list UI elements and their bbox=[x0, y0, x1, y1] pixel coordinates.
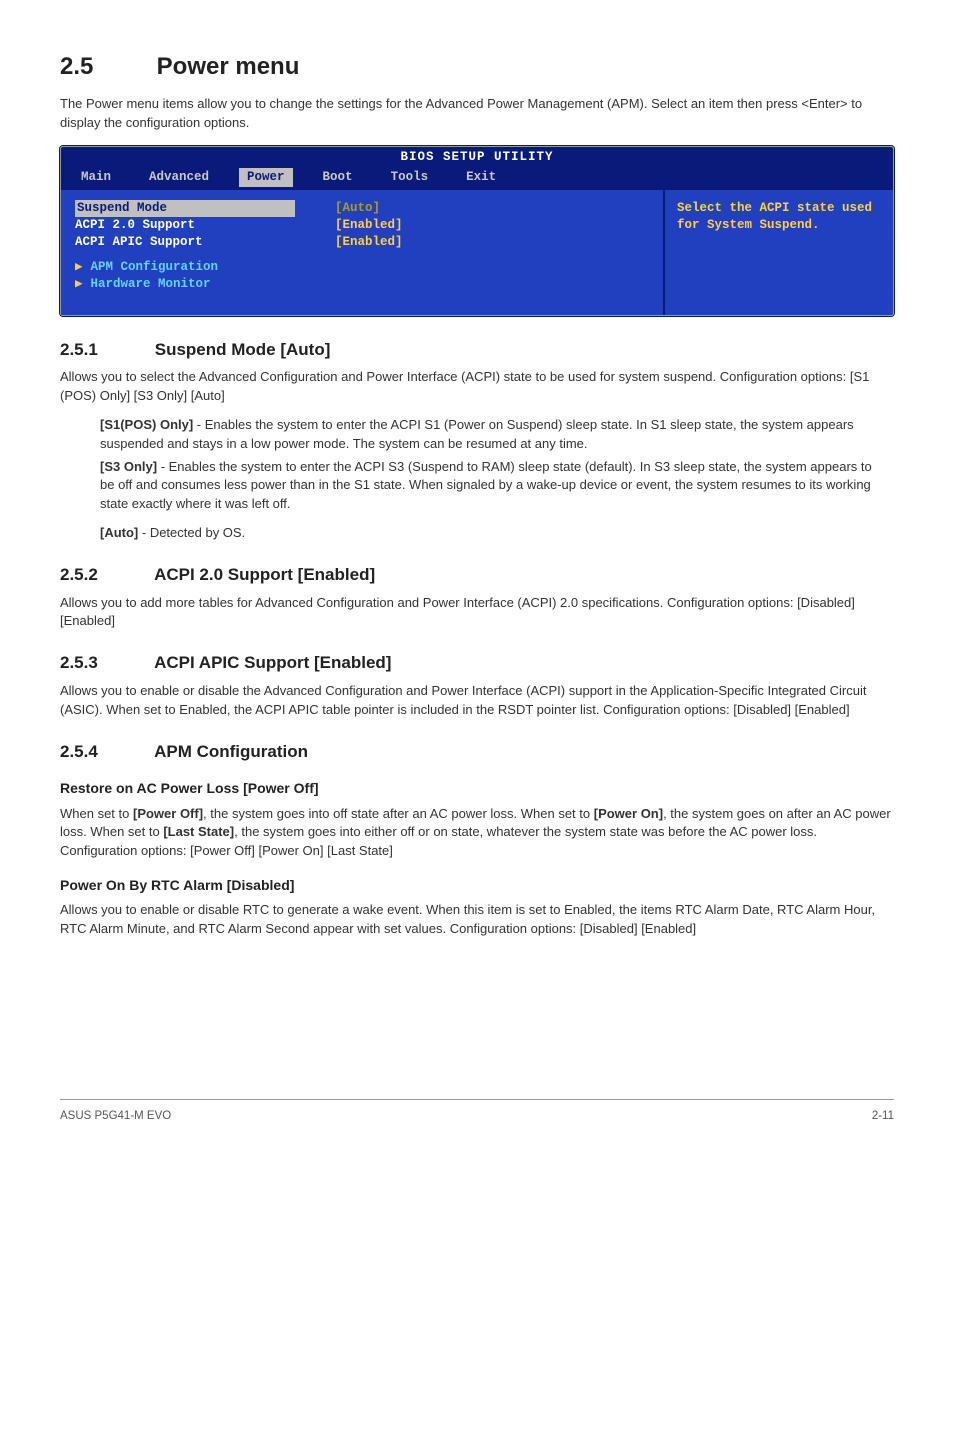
bios-tab-advanced: Advanced bbox=[141, 168, 217, 187]
bios-help-text: Select the ACPI state used for System Su… bbox=[677, 201, 872, 232]
subsection-title: ACPI 2.0 Support [Enabled] bbox=[154, 565, 375, 584]
bios-submenu: ▶ APM Configuration bbox=[75, 259, 649, 276]
bios-body: Suspend Mode [Auto] ACPI 2.0 Support [En… bbox=[61, 190, 893, 314]
bios-tab-main: Main bbox=[73, 168, 119, 187]
sub-subsection-text: When set to [Power Off], the system goes… bbox=[60, 805, 894, 862]
bios-item-value: [Auto] bbox=[335, 200, 380, 217]
subsection-heading: 2.5.1 Suspend Mode [Auto] bbox=[60, 338, 894, 363]
footer-right: 2-11 bbox=[872, 1108, 894, 1125]
bios-row: ACPI APIC Support [Enabled] bbox=[75, 234, 649, 251]
bios-title: BIOS SETUP UTILITY bbox=[61, 147, 893, 168]
option-desc: - Enables the system to enter the ACPI S… bbox=[100, 459, 872, 512]
bios-row: ACPI 2.0 Support [Enabled] bbox=[75, 217, 649, 234]
option-bold: [Power On] bbox=[594, 806, 663, 821]
subsection-number: 2.5.2 bbox=[60, 563, 150, 588]
section-title: Power menu bbox=[157, 53, 300, 80]
subsection-number: 2.5.4 bbox=[60, 740, 150, 765]
option-text: [S3 Only] - Enables the system to enter … bbox=[100, 458, 874, 515]
arrow-icon: ▶ bbox=[75, 260, 83, 274]
option-desc: - Detected by OS. bbox=[138, 525, 245, 540]
section-number: 2.5 bbox=[60, 50, 150, 85]
bios-row: Suspend Mode [Auto] bbox=[75, 200, 649, 217]
option-text: [Auto] - Detected by OS. bbox=[100, 524, 874, 543]
bios-item-label: ACPI APIC Support bbox=[75, 234, 295, 251]
subsection-text: Allows you to add more tables for Advanc… bbox=[60, 594, 894, 632]
option-bold: [Last State] bbox=[163, 824, 234, 839]
page-title: 2.5 Power menu bbox=[60, 50, 894, 85]
bios-left-panel: Suspend Mode [Auto] ACPI 2.0 Support [En… bbox=[61, 190, 663, 314]
subsection-title: ACPI APIC Support [Enabled] bbox=[154, 653, 391, 672]
option-label: [S3 Only] bbox=[100, 459, 157, 474]
bios-item-label: Suspend Mode bbox=[75, 200, 295, 217]
arrow-icon: ▶ bbox=[75, 277, 83, 291]
page-footer: ASUS P5G41-M EVO 2-11 bbox=[60, 1099, 894, 1125]
bios-submenu-label: Hardware Monitor bbox=[91, 277, 211, 291]
sub-subsection-text: Allows you to enable or disable RTC to g… bbox=[60, 901, 894, 939]
bios-tab-exit: Exit bbox=[458, 168, 504, 187]
bios-tab-power: Power bbox=[239, 168, 293, 187]
subsection-heading: 2.5.4 APM Configuration bbox=[60, 740, 894, 765]
intro-text: The Power menu items allow you to change… bbox=[60, 95, 894, 133]
sub-subsection-heading: Restore on AC Power Loss [Power Off] bbox=[60, 778, 894, 798]
text-fragment: , the system goes into off state after a… bbox=[203, 806, 594, 821]
option-text: [S1(POS) Only] - Enables the system to e… bbox=[100, 416, 874, 454]
text-fragment: When set to bbox=[60, 806, 133, 821]
bios-submenu: ▶ Hardware Monitor bbox=[75, 276, 649, 293]
bios-item-label: ACPI 2.0 Support bbox=[75, 217, 295, 234]
bios-tab-bar: Main Advanced Power Boot Tools Exit bbox=[61, 168, 893, 190]
option-label: [S1(POS) Only] bbox=[100, 417, 193, 432]
bios-submenu-label: APM Configuration bbox=[91, 260, 219, 274]
bios-tab-boot: Boot bbox=[315, 168, 361, 187]
bios-help-panel: Select the ACPI state used for System Su… bbox=[663, 190, 893, 314]
bios-screenshot: BIOS SETUP UTILITY Main Advanced Power B… bbox=[60, 146, 894, 315]
sub-subsection-heading: Power On By RTC Alarm [Disabled] bbox=[60, 875, 894, 895]
subsection-heading: 2.5.3 ACPI APIC Support [Enabled] bbox=[60, 651, 894, 676]
subsection-heading: 2.5.2 ACPI 2.0 Support [Enabled] bbox=[60, 563, 894, 588]
option-desc: - Enables the system to enter the ACPI S… bbox=[100, 417, 854, 451]
subsection-text: Allows you to enable or disable the Adva… bbox=[60, 682, 894, 720]
footer-left: ASUS P5G41-M EVO bbox=[60, 1108, 171, 1125]
bios-tab-tools: Tools bbox=[383, 168, 437, 187]
subsection-number: 2.5.1 bbox=[60, 338, 150, 363]
option-label: [Auto] bbox=[100, 525, 138, 540]
subsection-title: Suspend Mode [Auto] bbox=[155, 340, 331, 359]
bios-item-value: [Enabled] bbox=[335, 234, 403, 251]
subsection-number: 2.5.3 bbox=[60, 651, 150, 676]
subsection-text: Allows you to select the Advanced Config… bbox=[60, 368, 894, 406]
subsection-title: APM Configuration bbox=[154, 742, 308, 761]
option-bold: [Power Off] bbox=[133, 806, 203, 821]
bios-item-value: [Enabled] bbox=[335, 217, 403, 234]
